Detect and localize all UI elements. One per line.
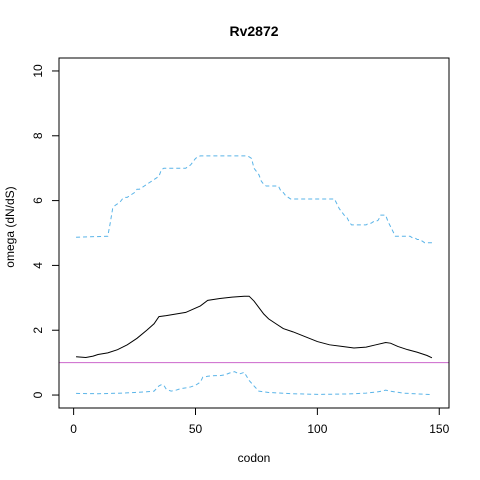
- y-axis-label: omega (dN/dS): [3, 186, 17, 267]
- y-tick-label: 2: [31, 327, 45, 334]
- x-tick-label: 100: [307, 422, 327, 436]
- series-line-3: [76, 371, 432, 396]
- x-axis-label: codon: [238, 451, 271, 465]
- plot-area: 0 50 100 150 0 2 4 6 8 10: [31, 57, 450, 436]
- y-tick-label: 10: [31, 64, 45, 78]
- y-tick-label: 8: [31, 132, 45, 139]
- y-tick-label: 4: [31, 262, 45, 269]
- y-tick-label: 0: [31, 391, 45, 398]
- y-tick-label: 6: [31, 197, 45, 204]
- chart-title: Rv2872: [229, 23, 278, 39]
- x-tick-label: 150: [429, 422, 449, 436]
- series-line-2: [76, 295, 433, 359]
- x-tick-label: 0: [70, 422, 77, 436]
- x-tick-label: 50: [189, 422, 203, 436]
- series-line-1: [76, 155, 432, 244]
